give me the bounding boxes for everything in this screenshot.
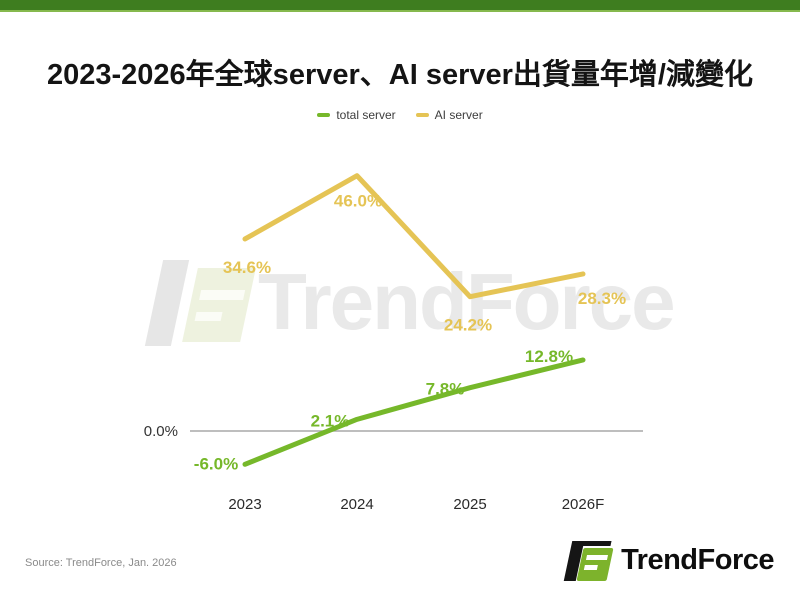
- legend-item-total-server: total server: [317, 108, 396, 122]
- svg-text:24.2%: 24.2%: [444, 316, 492, 335]
- source-note: Source: TrendForce, Jan. 2026: [25, 557, 177, 569]
- brand-footer: TrendForce: [563, 538, 774, 582]
- svg-text:2023: 2023: [228, 496, 261, 513]
- page-title: 2023-2026年全球server、AI server出貨量年增/減變化: [47, 59, 753, 92]
- legend-label: AI server: [434, 108, 483, 122]
- total-server-swatch-icon: [317, 113, 331, 117]
- ai-server-swatch-icon: [415, 113, 429, 117]
- svg-text:0.0%: 0.0%: [144, 423, 178, 440]
- svg-text:7.8%: 7.8%: [426, 380, 465, 399]
- svg-text:12.8%: 12.8%: [525, 347, 573, 366]
- trendforce-logo-icon: [563, 538, 614, 582]
- svg-text:2026F: 2026F: [562, 496, 605, 513]
- chart-legend: total server AI server: [0, 108, 800, 122]
- svg-text:46.0%: 46.0%: [334, 192, 382, 211]
- top-accent-bar: [0, 0, 800, 12]
- svg-text:28.3%: 28.3%: [578, 289, 626, 308]
- legend-item-ai-server: AI server: [415, 108, 483, 122]
- svg-text:2.1%: 2.1%: [311, 411, 350, 430]
- svg-text:-6.0%: -6.0%: [194, 454, 238, 473]
- legend-label: total server: [336, 108, 396, 122]
- svg-text:2024: 2024: [340, 496, 373, 513]
- svg-text:34.6%: 34.6%: [223, 258, 271, 277]
- svg-text:2025: 2025: [453, 496, 486, 513]
- brand-name: TrendForce: [621, 543, 774, 576]
